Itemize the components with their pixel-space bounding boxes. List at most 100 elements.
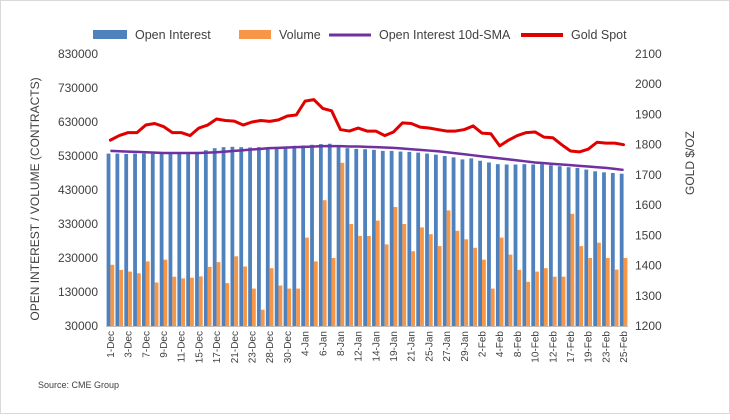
x-tick-label: 1-Dec: [106, 331, 117, 358]
legend-item: Volume: [239, 28, 321, 42]
open-interest-bar: [610, 173, 615, 326]
left-tick-label: 30000: [65, 319, 99, 333]
open-interest-bar: [540, 164, 544, 326]
open-interest-bar: [416, 152, 421, 326]
open-interest-bar: [575, 167, 580, 326]
volume-bar: [570, 213, 575, 326]
volume-bar: [499, 237, 504, 326]
open-interest-bar: [531, 164, 536, 326]
left-tick-label: 630000: [58, 115, 98, 129]
chart-legend: Open Interest Volume Open Interest 10d-SMA…: [93, 28, 627, 42]
open-interest-bar: [584, 169, 589, 326]
right-tick-label: 1900: [635, 107, 662, 121]
open-interest-bar: [248, 147, 252, 326]
open-interest-bar: [336, 146, 341, 326]
open-interest-bar: [274, 147, 279, 326]
open-interest-bar: [159, 153, 164, 326]
volume-bar: [260, 309, 265, 326]
open-interest-bar: [504, 164, 509, 326]
volume-bar: [552, 276, 557, 326]
x-tick-label: 4-Feb: [495, 331, 506, 358]
open-interest-bar: [221, 147, 226, 326]
volume-bar: [367, 235, 371, 326]
x-tick-label: 10-Feb: [531, 331, 542, 363]
volume-bar: [605, 258, 610, 326]
x-tick-label: 14-Jan: [371, 331, 382, 362]
left-tick-label: 230000: [58, 251, 98, 265]
left-tick-label: 530000: [58, 149, 98, 163]
right-tick-label: 1600: [635, 198, 662, 212]
right-tick-label: 1200: [635, 319, 662, 333]
open-interest-bar: [557, 166, 562, 326]
volume-bar: [508, 254, 513, 326]
volume-bar: [154, 282, 159, 326]
legend-label: Volume: [279, 28, 321, 42]
volume-bar: [296, 288, 301, 326]
left-tick-label: 330000: [58, 217, 98, 231]
left-tick-label: 730000: [58, 81, 98, 95]
open-interest-bar: [460, 159, 465, 326]
bars: [106, 143, 628, 326]
legend-label: Open Interest 10d-SMA: [379, 28, 511, 42]
x-tick-label: 30-Dec: [283, 331, 294, 363]
volume-bar: [597, 242, 601, 326]
open-interest-bar: [283, 146, 288, 326]
volume-bar: [579, 246, 584, 326]
x-tick-label: 19-Jan: [389, 331, 400, 362]
volume-bar: [216, 262, 221, 326]
open-interest-bar: [593, 171, 598, 326]
x-tick-label: 6-Jan: [318, 331, 329, 356]
open-interest-bar: [469, 158, 474, 326]
gold-spot-line: [108, 98, 626, 154]
volume-bar: [420, 227, 424, 326]
volume-bar: [110, 264, 115, 326]
volume-bar: [128, 271, 132, 326]
open-interest-bar: [380, 150, 385, 326]
open-interest-bar: [495, 164, 500, 326]
open-interest-bar: [566, 167, 571, 326]
open-interest-bar: [318, 144, 323, 326]
open-interest-bar: [292, 145, 297, 326]
open-interest-bar: [398, 151, 403, 326]
y-left-axis-title: OPEN INTEREST / VOLUME (CONTRACTS): [28, 77, 42, 320]
x-tick-label: 7-Dec: [141, 331, 152, 358]
legend-item: Open Interest 10d-SMA: [329, 28, 511, 42]
left-tick-label: 430000: [58, 183, 98, 197]
open-interest-bar: [124, 153, 129, 326]
volume-bar: [473, 247, 477, 326]
x-tick-label: 21-Jan: [407, 331, 418, 362]
volume-bar: [526, 281, 531, 326]
left-tick-label: 130000: [58, 285, 98, 299]
right-tick-label: 1400: [635, 259, 662, 273]
x-tick-label: 11-Dec: [177, 331, 188, 363]
volume-bar: [402, 224, 407, 326]
x-tick-label: 17-Dec: [212, 331, 223, 363]
volume-bar: [305, 237, 309, 326]
volume-bar: [331, 258, 336, 326]
open-interest-bar: [168, 153, 173, 326]
open-interest-bar: [425, 153, 429, 326]
open-interest-bar: [451, 157, 456, 326]
legend-label: Gold Spot: [571, 28, 627, 42]
volume-bar: [543, 268, 548, 326]
open-interest-bar: [433, 154, 438, 326]
x-tick-label: 8-Feb: [513, 331, 524, 358]
open-interest-bar: [389, 150, 394, 326]
x-tick-label: 29-Jan: [460, 331, 471, 362]
open-interest-bar: [354, 148, 359, 326]
open-interest-bar: [442, 156, 447, 326]
right-axis: 1200 1300 1400 1500 1600 1700 1800 1900 2000 2100: [635, 47, 662, 333]
volume-bar: [411, 251, 416, 326]
open-interest-bar: [115, 153, 120, 326]
open-interest-bar: [407, 151, 412, 326]
x-tick-label: 3-Dec: [124, 331, 135, 358]
open-interest-bar: [257, 147, 261, 326]
volume-bar: [181, 278, 185, 326]
legend-swatch: [239, 30, 271, 39]
volume-bar: [428, 234, 433, 326]
right-tick-label: 1800: [635, 138, 662, 152]
volume-bar: [119, 269, 124, 326]
open-interest-bar: [265, 147, 270, 326]
